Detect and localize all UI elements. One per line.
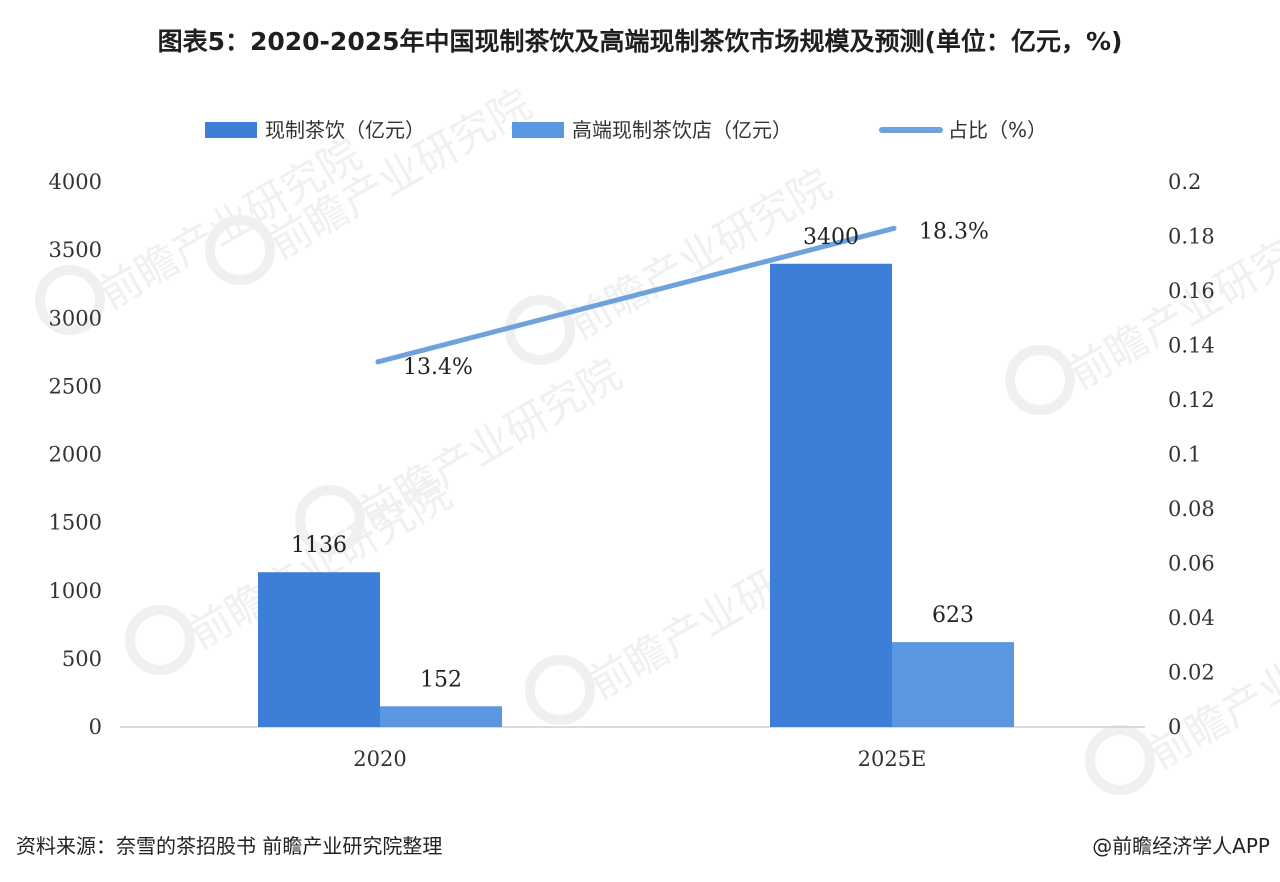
- data-labels: 1136 3400 152 623 13.4% 18.3%: [291, 219, 989, 692]
- bar-value-label: 623: [932, 603, 974, 628]
- watermark-text: 前瞻产业研究院: [351, 349, 630, 538]
- watermark-logo: [35, 265, 105, 335]
- watermark-logo: [205, 215, 275, 285]
- y2-tick-label: 0.02: [1168, 661, 1215, 685]
- y2-tick-label: 0.14: [1168, 334, 1215, 358]
- y2-tick-label: 0.08: [1168, 497, 1215, 521]
- y-tick-label: 4000: [49, 170, 102, 194]
- bar-value-label: 152: [420, 667, 462, 692]
- source-note: 资料来源：奈雪的茶招股书 前瞻产业研究院整理: [16, 834, 443, 858]
- legend-swatch-0: [205, 122, 257, 138]
- y-tick-label: 2500: [49, 374, 102, 398]
- legend-label-0: 现制茶饮（亿元）: [265, 118, 425, 142]
- y2-tick-label: 0.1: [1168, 443, 1201, 467]
- y2-tick-label: 0.16: [1168, 279, 1215, 303]
- y2-tick-label: 0.2: [1168, 170, 1201, 194]
- bar-value-label: 1136: [291, 533, 347, 558]
- y2-tick-label: 0: [1168, 715, 1181, 739]
- line-value-label: 18.3%: [919, 219, 989, 244]
- y-tick-label: 1000: [49, 579, 102, 603]
- x-tick-label: 2020: [353, 747, 406, 771]
- brand-note: @前瞻经济学人APP: [1092, 834, 1270, 858]
- legend-label-1: 高端现制茶饮店（亿元）: [572, 118, 792, 142]
- y-tick-label: 2000: [49, 443, 102, 467]
- y-tick-label: 1500: [49, 511, 102, 535]
- y-tick-label: 500: [62, 647, 102, 671]
- y-tick-label: 3000: [49, 306, 102, 330]
- watermark-logo: [1085, 725, 1155, 795]
- bar-0-0: [258, 572, 380, 727]
- axes: 0 500 1000 1500 2000 2500 3000 3500 4000 0 0.02 0.0…: [49, 170, 1215, 771]
- watermark-logo: [125, 605, 195, 675]
- y2-tick-label: 0.18: [1168, 225, 1215, 249]
- legend: 现制茶饮（亿元） 高端现制茶饮店（亿元） 占比（%）: [205, 118, 1047, 142]
- legend-label-2: 占比（%）: [948, 118, 1047, 142]
- line-series: [375, 225, 897, 365]
- line-path: [375, 225, 897, 365]
- watermark-logo: [525, 655, 595, 725]
- bar-1-0: [380, 706, 502, 727]
- watermark-logo: [295, 485, 365, 555]
- line-point: [891, 225, 897, 231]
- y-tick-label: 0: [89, 715, 102, 739]
- legend-swatch-1: [512, 122, 564, 138]
- y2-tick-label: 0.06: [1168, 552, 1215, 576]
- y-tick-label: 3500: [49, 238, 102, 262]
- bar-0-1: [770, 263, 892, 727]
- y2-tick-label: 0.04: [1168, 606, 1215, 630]
- line-value-label: 13.4%: [403, 355, 473, 380]
- watermark-logo: [1005, 345, 1075, 415]
- y2-tick-label: 0.12: [1168, 388, 1215, 412]
- chart-title: 图表5：2020-2025年中国现制茶饮及高端现制茶饮市场规模及预测(单位：亿元…: [157, 27, 1123, 56]
- line-point: [375, 359, 381, 365]
- bar-1-1: [892, 642, 1014, 727]
- bars: [258, 263, 1014, 727]
- bar-value-label: 3400: [803, 225, 859, 250]
- x-tick-label: 2025E: [858, 747, 927, 771]
